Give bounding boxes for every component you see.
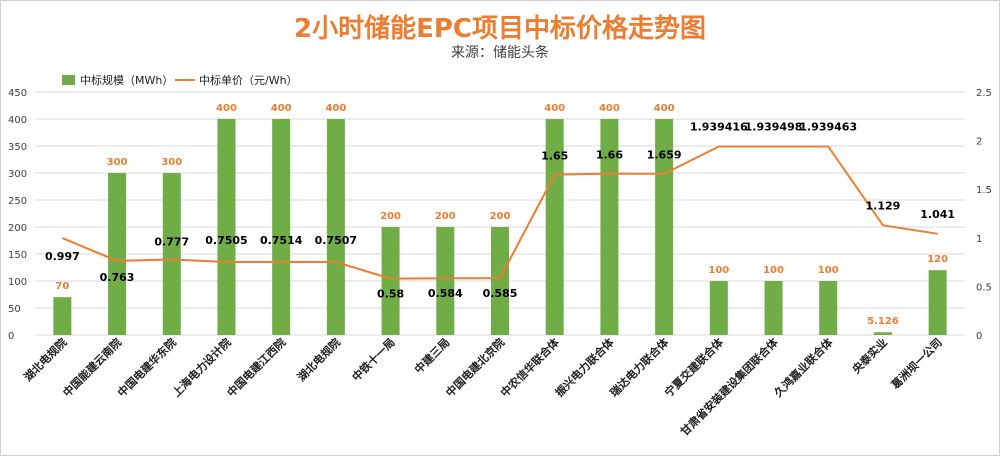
bar-value-label: 200 — [435, 211, 456, 222]
bar-value-label: 100 — [708, 265, 729, 276]
right-tick-label: 2.5 — [976, 88, 992, 99]
line-value-label: 1.939463 — [799, 120, 857, 133]
category-label: 甘肃省安装建设集团联合体 — [677, 335, 781, 439]
chart-title: 2小时储能EPC项目中标价格走势图 — [294, 14, 706, 44]
right-tick-label: 0.5 — [976, 282, 992, 293]
line-value-label: 0.584 — [428, 287, 463, 300]
left-tick-label: 150 — [8, 250, 27, 261]
line-series — [61, 145, 938, 280]
bar-value-label: 400 — [325, 103, 346, 114]
bar-value-label: 400 — [654, 103, 675, 114]
bar-value-label: 5.126 — [867, 316, 899, 327]
line-value-label: 1.659 — [647, 149, 682, 162]
bar-value-label: 70 — [55, 281, 69, 292]
category-label: 中铁十一局 — [349, 335, 398, 384]
left-tick-label: 0 — [8, 331, 14, 342]
chart-subtitle: 来源：储能头条 — [451, 45, 549, 61]
bar-value-label: 200 — [380, 211, 401, 222]
bar-value-label: 300 — [161, 157, 182, 168]
line-value-label: 1.939416 — [690, 120, 748, 133]
legend-line-label: 中标单价（元/Wh） — [199, 73, 298, 87]
left-tick-label: 100 — [8, 277, 27, 288]
legend-bar-label: 中标规模（MWh） — [80, 73, 173, 87]
right-tick-label: 2 — [976, 137, 982, 148]
line-value-label: 1.129 — [866, 199, 901, 212]
line-value-label: 0.585 — [483, 287, 518, 300]
line-value-label: 0.7505 — [205, 234, 247, 247]
left-axis-ticks: 0 50 100 150 200 250 300 350 400 450 — [8, 88, 27, 342]
line-value-label: 0.997 — [45, 250, 80, 263]
left-tick-label: 250 — [8, 196, 27, 207]
line-value-label: 0.7507 — [315, 234, 357, 247]
bar-value-label: 120 — [927, 254, 948, 265]
left-tick-label: 400 — [8, 115, 27, 126]
bar — [326, 119, 345, 335]
left-tick-label: 50 — [8, 304, 21, 315]
bar — [272, 119, 291, 335]
left-tick-label: 350 — [8, 142, 27, 153]
left-tick-label: 300 — [8, 169, 27, 180]
line-data-labels: 0.997 0.763 0.777 0.7505 0.7514 0.7507 0.58 0.5… — [45, 120, 955, 300]
bar — [709, 281, 728, 335]
bar — [53, 297, 72, 335]
bar-data-labels: 70 300 300 400 400 400 200 200 200 400 400 400 100 10… — [55, 103, 948, 327]
right-axis-ticks: 0 0.5 1 1.5 2 2.5 — [976, 88, 992, 342]
bar-value-label: 200 — [490, 211, 511, 222]
bar — [162, 173, 181, 335]
line-value-label: 1.66 — [596, 149, 623, 162]
bar — [108, 173, 127, 335]
left-tick-label: 200 — [8, 223, 27, 234]
line-value-label: 0.7514 — [260, 234, 303, 247]
bar — [819, 281, 838, 335]
category-label: 央泰实业 — [849, 335, 890, 376]
line-value-label: 0.58 — [377, 288, 404, 301]
legend: 中标规模（MWh） 中标单价（元/Wh） — [62, 73, 298, 87]
bar — [491, 227, 509, 335]
right-tick-label: 1.5 — [976, 185, 992, 196]
line-value-label: 1.041 — [920, 208, 955, 221]
line-value-label: 1.65 — [541, 150, 568, 163]
line-value-label: 1.939498 — [745, 120, 803, 133]
bar-value-label: 300 — [107, 157, 128, 168]
line-value-label: 0.777 — [154, 235, 189, 248]
bar — [764, 281, 783, 335]
right-tick-label: 1 — [976, 234, 982, 245]
bar-value-label: 400 — [544, 103, 565, 114]
line-value-label: 0.763 — [100, 271, 135, 284]
bar — [217, 119, 236, 335]
bar-value-label: 400 — [599, 103, 620, 114]
category-label: 中建三局 — [411, 335, 452, 376]
legend-bar-swatch — [62, 75, 75, 85]
bar — [928, 270, 947, 335]
bar-value-label: 400 — [271, 103, 292, 114]
bar-value-label: 100 — [763, 265, 784, 276]
bar — [545, 119, 564, 335]
bar-value-label: 100 — [818, 265, 839, 276]
category-label: 湖北电规院 — [21, 335, 70, 384]
bar-value-label: 400 — [216, 103, 237, 114]
category-label: 久鸿嘉业联合体 — [771, 335, 836, 400]
bar — [381, 227, 400, 335]
category-label: 中国电建江西院 — [224, 335, 288, 399]
right-tick-label: 0 — [976, 331, 982, 342]
category-label: 葛洲坝一公司 — [887, 335, 944, 392]
bar — [436, 227, 455, 335]
bar — [873, 332, 892, 335]
left-tick-label: 450 — [8, 88, 27, 99]
price-line — [61, 145, 938, 280]
category-label: 湖北电规院 — [294, 335, 343, 384]
